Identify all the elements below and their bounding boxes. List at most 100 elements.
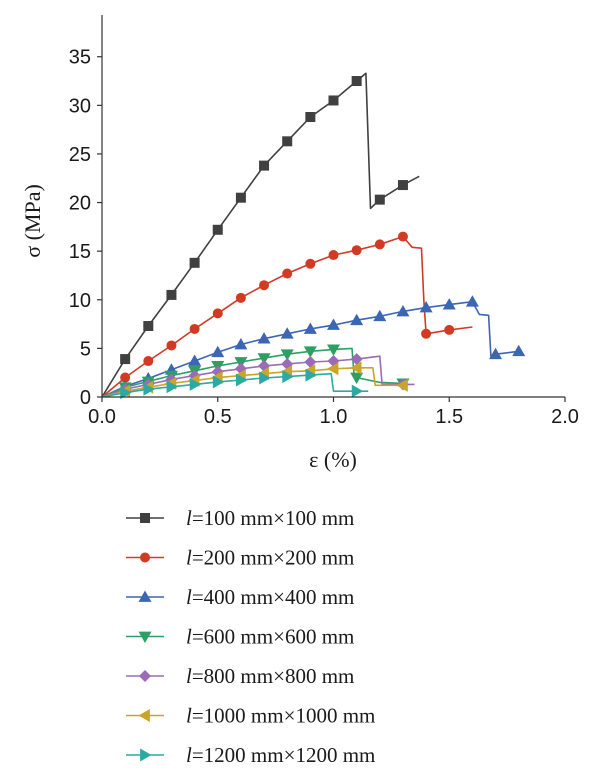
series-7	[101, 368, 369, 400]
data-point	[327, 344, 340, 356]
y-tick-label: 30	[69, 95, 91, 117]
data-point	[303, 346, 317, 358]
legend: l=100 mm×100 mml=200 mm×200 mml=400 mm×4…	[126, 506, 375, 767]
x-axis: 0.0 0.5 1.0 1.5 2.0	[88, 396, 579, 428]
data-point	[120, 386, 132, 400]
data-point	[327, 362, 339, 376]
legend-series-name: =1200 mm×1200 mm	[192, 743, 376, 767]
data-point	[351, 76, 362, 87]
legend-variable: l	[186, 506, 192, 530]
y-tick-label: 5	[80, 338, 91, 360]
x-tick-label: 2.0	[551, 406, 579, 428]
y-tick-label: 35	[69, 47, 91, 69]
y-tick-label: 15	[69, 241, 91, 263]
legend-series-name: =100 mm×100 mm	[192, 506, 355, 530]
legend-marker	[138, 590, 152, 602]
legend-item: l=600 mm×600 mm	[126, 625, 354, 649]
data-point	[512, 344, 526, 357]
data-point	[351, 245, 362, 256]
data-point	[189, 377, 202, 391]
legend-variable: l	[186, 625, 192, 649]
data-point	[120, 372, 131, 383]
data-point	[211, 345, 225, 358]
data-point	[350, 313, 364, 326]
data-point	[396, 378, 408, 392]
data-point	[212, 375, 225, 389]
series-line	[101, 300, 519, 398]
legend-label: l=200 mm×200 mm	[186, 546, 354, 570]
legend-label: l=100 mm×100 mm	[186, 506, 354, 530]
legend-label: l=1200 mm×1200 mm	[186, 743, 375, 767]
data-point	[166, 340, 177, 351]
data-point	[282, 268, 293, 279]
y-tick-label: 10	[69, 290, 91, 312]
series-line	[101, 367, 403, 398]
data-point	[235, 292, 246, 303]
data-point	[212, 308, 223, 319]
y-tick-label: 25	[69, 144, 91, 166]
data-point	[280, 327, 294, 339]
legend-label: l=400 mm×400 mm	[186, 585, 354, 609]
data-point	[259, 160, 270, 171]
legend-label: l=1000 mm×1000 mm	[186, 704, 375, 728]
y-axis: 0 5 10 15 20 25 30 35	[69, 15, 103, 409]
series-line	[101, 355, 415, 398]
legend-series-name: =1000 mm×1000 mm	[192, 704, 376, 728]
plot-area	[101, 72, 526, 400]
data-point	[350, 353, 363, 366]
x-tick-label: 0.0	[88, 406, 116, 428]
data-point	[305, 258, 316, 269]
data-point	[120, 354, 131, 365]
data-point	[143, 382, 155, 396]
series-4	[101, 344, 410, 398]
legend-item: l=1000 mm×1000 mm	[126, 704, 375, 728]
legend-label: l=600 mm×600 mm	[186, 625, 354, 649]
x-axis-label: ε (%)	[309, 447, 357, 472]
legend-marker	[138, 631, 152, 643]
data-point	[189, 323, 200, 334]
x-tick-label: 1.5	[435, 406, 463, 428]
legend-series-name: =600 mm×600 mm	[192, 625, 355, 649]
data-point	[489, 347, 503, 360]
data-point	[280, 349, 294, 361]
data-point	[305, 368, 317, 382]
data-point	[305, 112, 316, 122]
data-point	[259, 280, 270, 291]
legend-marker	[139, 670, 151, 682]
data-point	[350, 372, 364, 385]
legend-series-name: =800 mm×800 mm	[192, 664, 355, 688]
data-point	[303, 322, 317, 334]
legend-label: l=800 mm×800 mm	[186, 664, 354, 688]
data-point	[166, 380, 178, 394]
data-point	[257, 332, 271, 344]
data-point	[143, 321, 154, 332]
series-1	[101, 72, 420, 398]
legend-item: l=200 mm×200 mm	[126, 546, 354, 570]
data-point	[234, 338, 248, 350]
y-tick-label: 20	[69, 193, 91, 215]
data-point	[328, 95, 339, 106]
data-point	[235, 192, 246, 203]
legend-variable: l	[186, 664, 192, 688]
data-point	[212, 224, 223, 235]
data-point	[166, 289, 177, 300]
legend-item: l=800 mm×800 mm	[126, 664, 354, 688]
legend-marker	[140, 552, 150, 563]
data-point	[444, 324, 455, 335]
x-tick-label: 1.0	[320, 406, 348, 428]
data-point	[442, 298, 456, 310]
data-point	[327, 318, 340, 330]
legend-series-name: =200 mm×200 mm	[192, 546, 355, 570]
legend-item: l=400 mm×400 mm	[126, 585, 354, 609]
data-point	[351, 384, 364, 398]
series-2	[101, 231, 473, 398]
legend-item: l=1200 mm×1200 mm	[126, 743, 375, 767]
legend-variable: l	[186, 585, 192, 609]
data-point	[397, 180, 408, 191]
y-tick-label: 0	[80, 387, 91, 409]
data-point	[350, 361, 362, 375]
data-point	[259, 371, 271, 385]
legend-variable: l	[186, 743, 192, 767]
data-point	[328, 250, 339, 261]
legend-item: l=100 mm×100 mm	[126, 506, 354, 530]
